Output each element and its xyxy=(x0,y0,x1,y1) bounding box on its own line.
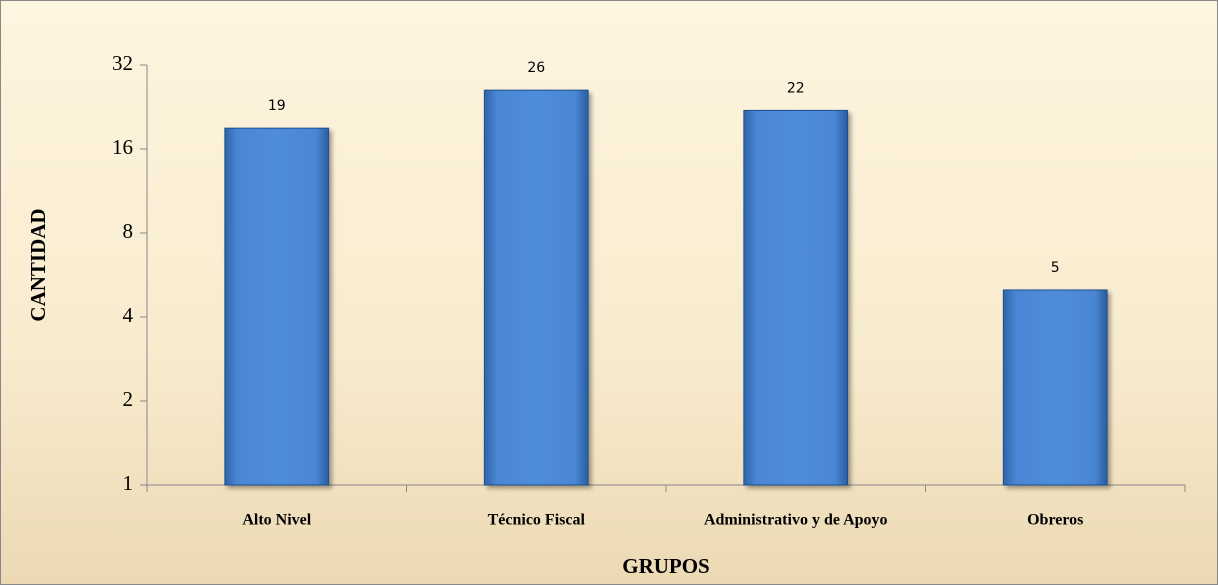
y-tick-label: 1 xyxy=(123,471,134,495)
data-label: 26 xyxy=(527,60,545,76)
bar xyxy=(743,109,849,486)
y-tick-label: 4 xyxy=(123,303,134,327)
bar xyxy=(483,89,589,486)
x-tick-label: Alto Nivel xyxy=(242,512,311,529)
y-axis-title: CANTIDAD xyxy=(26,208,50,321)
x-tick-label: Técnico Fiscal xyxy=(488,512,586,529)
data-label: 19 xyxy=(268,98,286,114)
x-axis-title: GRUPOS xyxy=(622,554,710,578)
y-tick-label: 8 xyxy=(123,219,134,243)
y-tick-label: 16 xyxy=(112,135,133,159)
bar xyxy=(1002,289,1108,486)
x-tick-label: Administrativo y de Apoyo xyxy=(704,512,888,529)
x-tick-label: Obreros xyxy=(1027,512,1083,529)
y-tick-label: 2 xyxy=(123,387,134,411)
data-label: 5 xyxy=(1051,260,1060,276)
data-label: 22 xyxy=(787,80,805,96)
y-tick-label: 32 xyxy=(112,51,133,75)
bar xyxy=(224,127,330,486)
